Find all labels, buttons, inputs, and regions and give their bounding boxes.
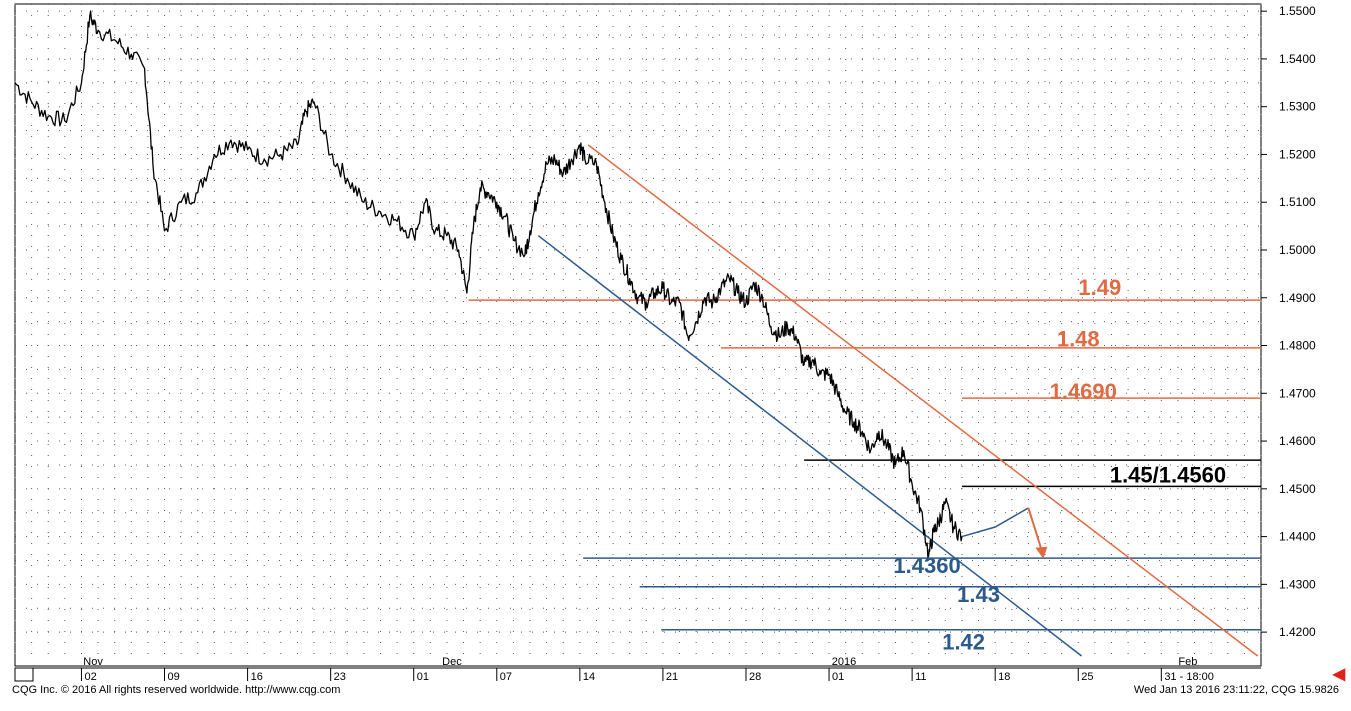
projection-down-arrow-head	[1035, 546, 1048, 559]
left-arrow-icon[interactable]: ◀	[1332, 666, 1345, 683]
y-tick-label: 1.4800	[1279, 339, 1316, 353]
y-tick-label: 1.5400	[1279, 52, 1316, 66]
period-label: Dec	[442, 656, 462, 668]
level-labels: 1.49 1.48 1.4690 1.45/1.4560 1.4360 1.43 1.42	[893, 275, 1226, 654]
y-tick-label: 1.5300	[1279, 100, 1316, 114]
y-tick-label: 1.5100	[1279, 195, 1316, 209]
y-tick-label: 1.4300	[1279, 577, 1316, 591]
x-tick-label: 31 - 18:00	[1164, 671, 1214, 683]
y-axis: 1.4200 1.4300 1.4400 1.4500 1.4600 1.4700 1.48…	[1261, 4, 1316, 639]
level-label: 1.43	[957, 582, 1000, 607]
y-tick-label: 1.4200	[1279, 625, 1316, 639]
x-tick-label: 11	[915, 671, 926, 683]
period-label: Feb	[1178, 656, 1197, 668]
y-tick-label: 1.5000	[1279, 243, 1316, 257]
x-tick-label: 02	[84, 671, 96, 683]
y-tick-label: 1.5500	[1279, 4, 1316, 18]
timestamp-text: Wed Jan 13 2016 23:11:22, CQG 15.9826	[1133, 684, 1339, 696]
level-label: 1.45/1.4560	[1110, 462, 1226, 487]
level-label: 1.42	[942, 630, 985, 655]
trendline	[537, 235, 1083, 657]
x-tick-label: 09	[168, 671, 180, 683]
trendline	[587, 144, 1259, 657]
projection-up-line	[961, 507, 1029, 538]
x-tick-label: 21	[666, 671, 678, 683]
level-label: 1.4360	[893, 553, 960, 578]
level-label: 1.48	[1057, 326, 1100, 351]
period-label: Nov	[83, 656, 103, 668]
x-axis: 02 09 16 23 01 07 14 21 28 01 11 18 25 31 - 18:00 Nov D…	[14, 656, 1261, 683]
copyright-text: CQG Inc. © 2016 All rights reserved worl…	[12, 684, 341, 696]
y-tick-label: 1.4600	[1279, 434, 1316, 448]
price-series	[14, 10, 1048, 559]
level-label: 1.4690	[1050, 379, 1117, 404]
y-tick-label: 1.4700	[1279, 386, 1316, 400]
x-axis-scroll-box	[14, 667, 34, 682]
price-line	[14, 10, 963, 558]
trendlines	[537, 144, 1259, 657]
levels	[468, 299, 1261, 631]
level-label: 1.49	[1078, 275, 1121, 300]
period-label: 2016	[832, 656, 856, 668]
x-tick-label: 16	[251, 671, 263, 683]
x-tick-label: 23	[334, 671, 346, 683]
x-tick-label: 07	[500, 671, 512, 683]
x-tick-label: 18	[998, 671, 1010, 683]
x-tick-label: 25	[1081, 671, 1093, 683]
x-tick-label: 28	[749, 671, 761, 683]
x-tick-label: 01	[417, 671, 429, 683]
x-tick-label: 01	[832, 671, 844, 683]
y-tick-label: 1.4400	[1279, 530, 1316, 544]
x-tick-label: 14	[583, 671, 595, 683]
y-tick-label: 1.4900	[1279, 291, 1316, 305]
plot-frame	[14, 3, 1262, 667]
y-tick-label: 1.4500	[1279, 482, 1316, 496]
y-tick-label: 1.5200	[1279, 147, 1316, 161]
